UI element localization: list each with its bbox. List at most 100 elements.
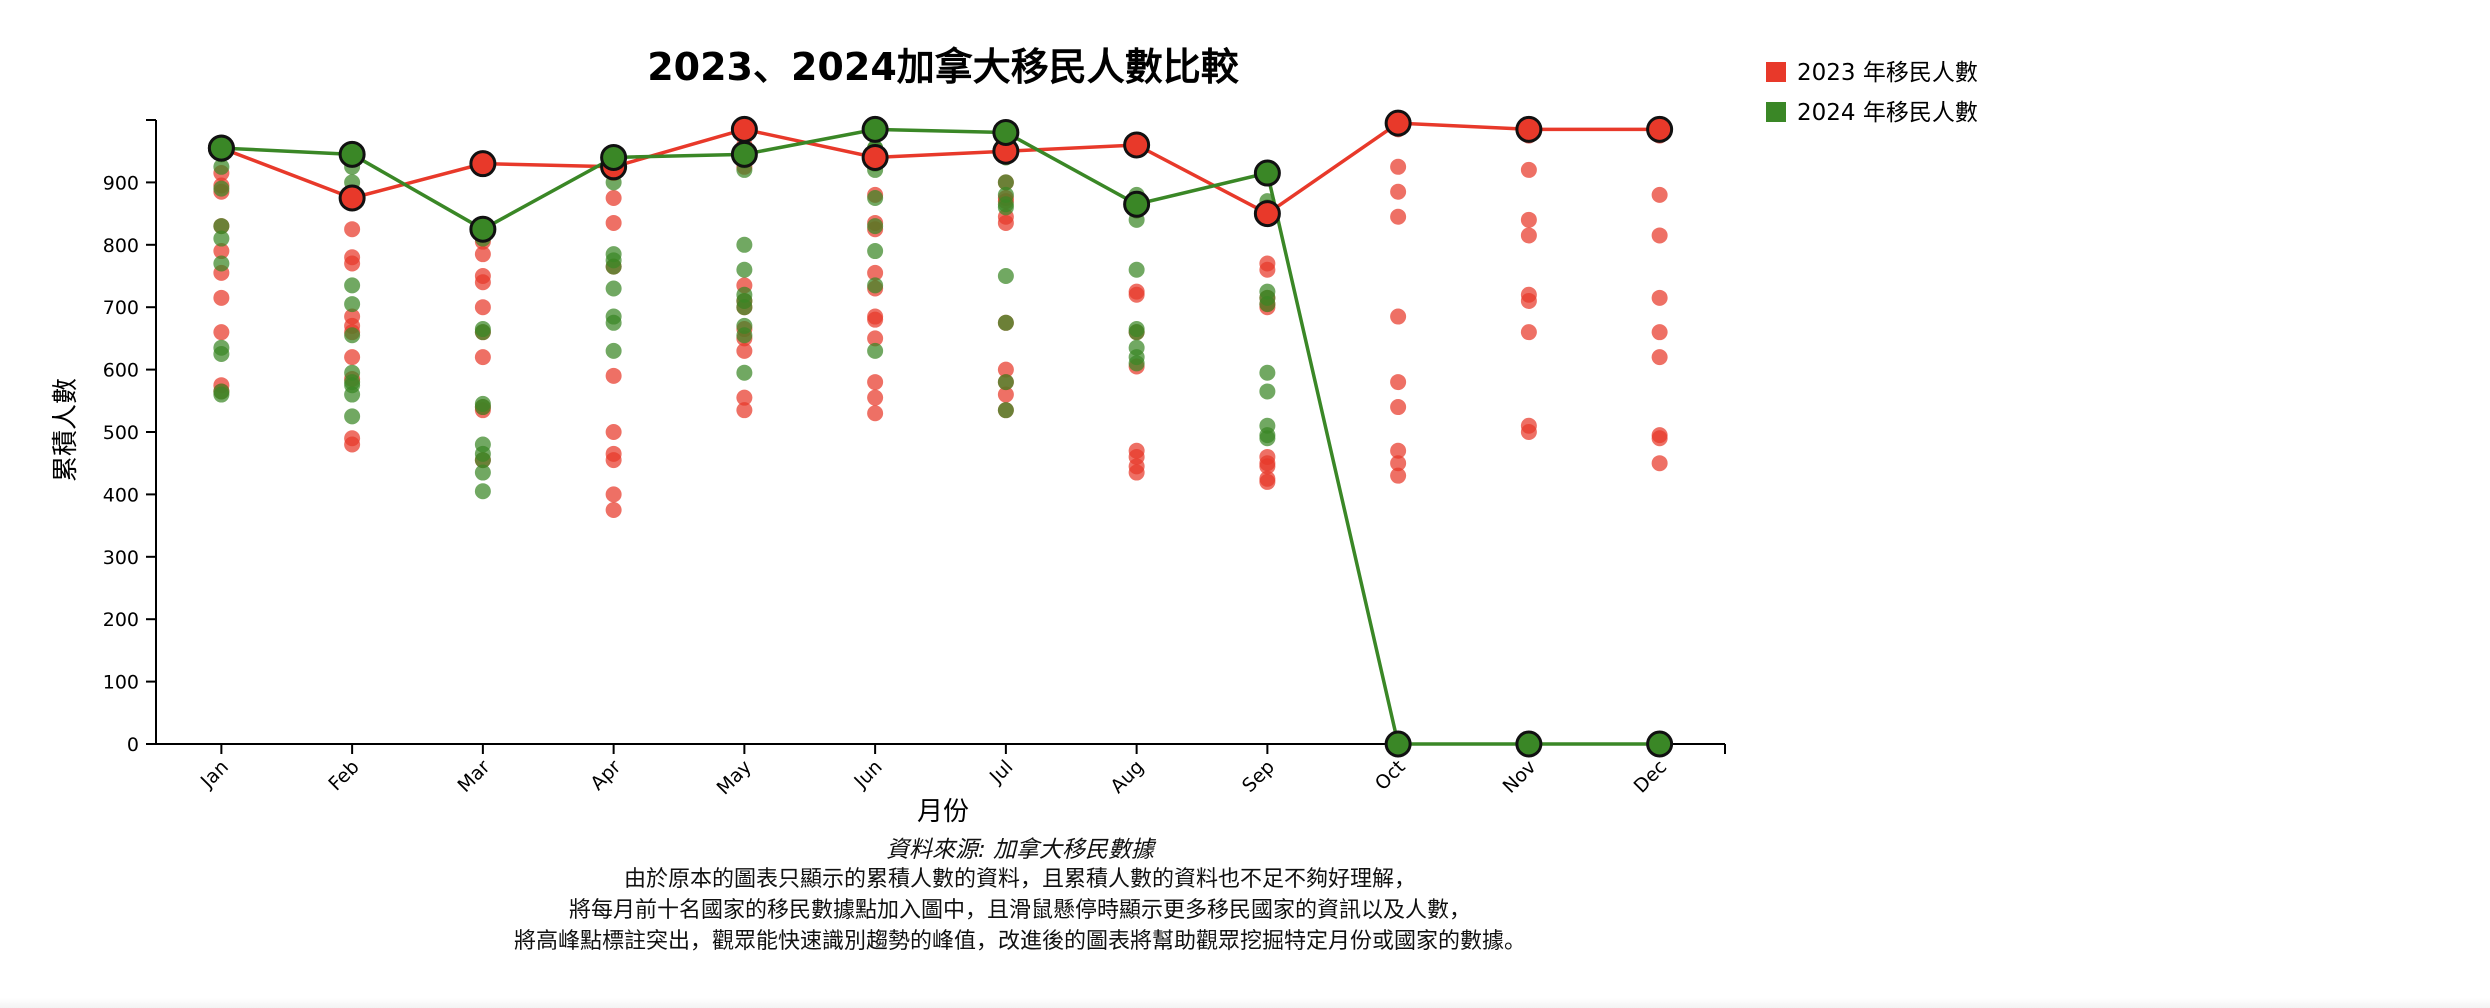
country-point-2023 <box>605 424 622 440</box>
axes: 0 100 200 300 400 500 600 700 800 900 Jan Feb Mar Apr… <box>103 119 1726 799</box>
x-axis-label: 月份 <box>917 797 969 827</box>
country-point-2023 <box>213 289 230 306</box>
country-point-2023 <box>1259 458 1276 475</box>
country-point-2024 <box>605 342 622 359</box>
country-point-2023 <box>1390 467 1407 484</box>
x-tick-label: Oct <box>1371 756 1410 795</box>
country-point-2024 <box>736 261 753 278</box>
country-point-2024 <box>344 327 361 344</box>
country-point-2023 <box>1651 430 1668 447</box>
country-point-2023 <box>1390 208 1407 225</box>
country-point-2024 <box>474 483 491 500</box>
country-point-2023 <box>867 330 884 347</box>
country-point-2023 <box>474 246 491 263</box>
country-point-2023 <box>1259 473 1276 490</box>
country-point-2023 <box>1651 289 1668 306</box>
country-point-2023 <box>1651 349 1668 366</box>
series-marker-1 <box>1253 159 1281 187</box>
series-marker-0 <box>469 150 497 178</box>
series-marker-0 <box>338 184 366 212</box>
x-tick-label: Dec <box>1630 756 1672 798</box>
country-point-2023 <box>605 502 622 518</box>
x-tick-label: Sep <box>1238 756 1279 797</box>
country-point-2024 <box>867 277 884 294</box>
country-point-2023 <box>474 274 491 291</box>
country-point-2023 <box>605 190 622 206</box>
series-marker-0 <box>1384 109 1412 137</box>
country-point-2024 <box>736 299 753 316</box>
country-point-2024 <box>213 255 230 272</box>
country-point-2023 <box>867 311 884 328</box>
x-tick-label: Apr <box>586 756 625 795</box>
series-marker-1 <box>1646 730 1674 758</box>
country-point-2023 <box>867 389 884 406</box>
x-tick-label: Jun <box>849 756 886 793</box>
series-line-1 <box>221 127 1660 746</box>
country-point-2023 <box>1651 227 1668 244</box>
y-tick-label: 400 <box>103 484 139 506</box>
country-point-2024 <box>736 327 753 344</box>
y-tick-label: 300 <box>103 547 139 569</box>
country-point-2023 <box>1390 399 1407 416</box>
series-lines <box>220 121 1660 746</box>
y-tick-label: 600 <box>103 360 139 382</box>
country-point-2024 <box>213 346 230 362</box>
country-point-2024 <box>344 296 361 313</box>
country-point-2024 <box>1128 355 1145 372</box>
series-marker-1 <box>1384 730 1412 758</box>
series-marker-1 <box>338 140 366 168</box>
country-point-2023 <box>736 342 753 359</box>
country-point-2024 <box>867 218 884 235</box>
country-point-2023 <box>213 243 230 260</box>
country-point-2023 <box>1520 211 1537 228</box>
country-point-2023 <box>867 264 884 281</box>
series-line-0 <box>220 121 1660 216</box>
country-point-2024 <box>1128 261 1145 278</box>
series-marker-0 <box>730 115 758 143</box>
x-tick-label: Aug <box>1106 756 1148 798</box>
series-marker-1 <box>600 143 628 171</box>
country-point-2023 <box>474 349 491 366</box>
series-markers <box>207 109 1674 758</box>
country-point-2024 <box>213 218 230 235</box>
y-tick-label: 900 <box>103 172 139 194</box>
country-point-2023 <box>1390 455 1407 472</box>
series-marker-0 <box>1646 115 1674 143</box>
series-marker-1 <box>1123 190 1151 218</box>
country-point-2023 <box>1128 286 1145 303</box>
country-point-2024 <box>605 314 622 331</box>
legend-label: 2024 年移民人數 <box>1797 100 1978 126</box>
series-marker-0 <box>1515 115 1543 143</box>
immigration-chart: 2023、2024加拿大移民人數比較 累積人數 月份 0 100 200 300 400… <box>51 45 1978 827</box>
country-point-2024 <box>736 236 753 253</box>
country-point-2023 <box>1651 455 1668 472</box>
country-point-2023 <box>736 402 753 419</box>
series-marker-1 <box>992 118 1020 146</box>
y-tick-label: 500 <box>103 422 139 444</box>
series-marker-0 <box>1123 131 1151 159</box>
country-point-2023 <box>1259 261 1276 278</box>
legend-label: 2023 年移民人數 <box>1797 60 1978 86</box>
country-point-2024 <box>474 452 491 469</box>
y-tick-label: 700 <box>103 297 139 319</box>
country-point-2024 <box>997 374 1014 391</box>
series-marker-1 <box>730 140 758 168</box>
country-point-2024 <box>867 243 884 260</box>
country-point-2024 <box>605 280 622 297</box>
series-marker-1 <box>207 134 235 162</box>
series-marker-1 <box>1515 730 1543 758</box>
country-point-2024 <box>1259 430 1276 447</box>
country-point-2024 <box>213 230 230 247</box>
country-point-2023 <box>605 214 622 231</box>
country-point-2024 <box>867 342 884 359</box>
country-point-2024 <box>997 268 1014 284</box>
x-tick-label: Jul <box>985 756 1017 788</box>
country-point-2023 <box>1390 158 1407 175</box>
country-point-2023 <box>1520 161 1537 178</box>
x-tick-label: May <box>713 756 756 799</box>
country-point-2023 <box>1390 374 1407 391</box>
country-point-2023 <box>605 452 622 469</box>
country-point-2023 <box>867 374 884 391</box>
country-point-2024 <box>605 258 622 275</box>
data-source-note: 資料來源: 加拿大移民數據 <box>885 837 1155 863</box>
